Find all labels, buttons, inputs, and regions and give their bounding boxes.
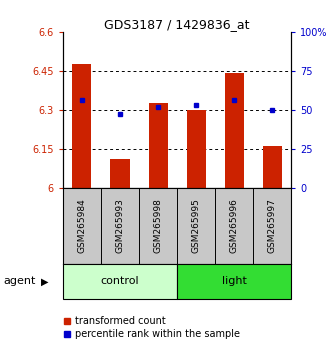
Text: light: light <box>222 276 247 286</box>
Bar <box>72 64 91 188</box>
Text: GSM265996: GSM265996 <box>230 198 239 253</box>
Text: GSM265993: GSM265993 <box>116 198 124 253</box>
Text: GSM265995: GSM265995 <box>192 198 201 253</box>
Bar <box>187 110 206 188</box>
Bar <box>63 264 177 299</box>
Bar <box>177 264 291 299</box>
Title: GDS3187 / 1429836_at: GDS3187 / 1429836_at <box>104 18 250 31</box>
Bar <box>263 146 282 188</box>
Legend: transformed count, percentile rank within the sample: transformed count, percentile rank withi… <box>64 316 240 339</box>
Text: GSM265984: GSM265984 <box>77 198 86 253</box>
Text: ▶: ▶ <box>41 276 48 286</box>
Text: agent: agent <box>3 276 36 286</box>
Text: GSM265997: GSM265997 <box>268 198 277 253</box>
Bar <box>111 159 129 188</box>
Text: control: control <box>101 276 139 286</box>
Bar <box>149 103 167 188</box>
Text: GSM265998: GSM265998 <box>154 198 163 253</box>
Bar <box>225 73 244 188</box>
